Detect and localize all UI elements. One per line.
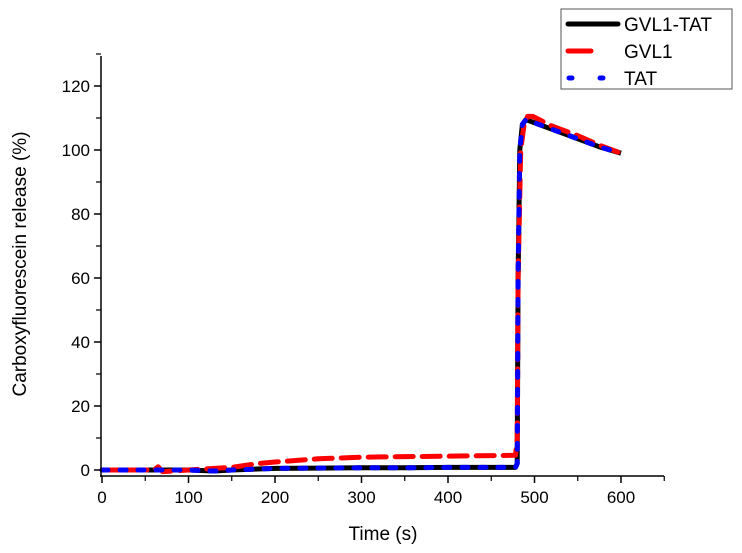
legend-item-tat: TAT <box>566 69 657 90</box>
x-tick-label: 600 <box>607 488 635 507</box>
plot-area <box>99 113 624 475</box>
legend-item-gvl1: GVL1 <box>565 42 673 63</box>
y-ticks: 0 20 40 60 80 100 120 <box>62 53 101 480</box>
x-tick-label: 400 <box>434 488 462 507</box>
series-tat <box>99 117 624 474</box>
legend: GVL1-TAT GVL1 TAT <box>560 8 733 90</box>
x-tick-label: 200 <box>261 488 289 507</box>
series-gvl1-tat <box>102 117 622 474</box>
x-ticks: 0 100 200 300 400 500 600 <box>97 476 665 507</box>
y-tick-label: 60 <box>71 269 90 288</box>
y-tick-label: 0 <box>81 461 90 480</box>
series-gvl1 <box>99 113 624 475</box>
y-tick-label: 40 <box>71 333 90 352</box>
legend-label: GVL1-TAT <box>624 15 712 36</box>
legend-items: GVL1-TAT GVL1 TAT <box>565 15 712 90</box>
y-tick-label: 120 <box>62 77 90 96</box>
legend-label: GVL1 <box>624 42 673 63</box>
x-tick-label: 0 <box>97 488 106 507</box>
y-tick-label: 20 <box>71 397 90 416</box>
x-axis-title: Time (s) <box>349 524 418 545</box>
axes: 0 100 200 300 400 500 600 0 20 40 60 80 100 120 <box>62 53 665 507</box>
y-tick-label: 80 <box>71 205 90 224</box>
x-tick-label: 500 <box>520 488 548 507</box>
x-tick-label: 100 <box>174 488 202 507</box>
y-axis-title: Carboxyfluorescein release (%) <box>10 131 31 396</box>
legend-item-gvl1-tat: GVL1-TAT <box>565 15 712 36</box>
x-tick-label: 300 <box>347 488 375 507</box>
series-layer <box>99 113 624 475</box>
y-tick-label: 100 <box>62 141 90 160</box>
legend-label: TAT <box>624 69 657 90</box>
